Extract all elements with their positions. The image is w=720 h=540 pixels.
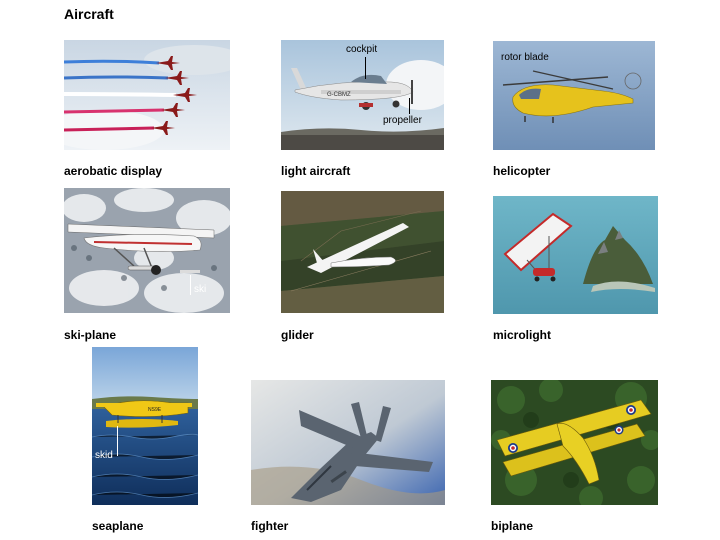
fighter-photo [251,380,445,505]
leader-line-cockpit [365,57,366,79]
caption-biplane: biplane [491,519,534,533]
svg-text:NS9E: NS9E [148,407,162,413]
svg-text:G-CBMZ: G-CBMZ [327,92,351,98]
callout-cockpit: cockpit [346,44,378,55]
caption-glider: glider [281,328,314,342]
leader-line-ski [190,275,191,295]
caption-aerobatic-display: aerobatic display [64,164,163,178]
caption-ski-plane: ski-plane [64,328,117,342]
light-aircraft-photo: G-CBMZ [281,40,444,150]
glider-photo [281,191,444,313]
callout-propeller: propeller [383,115,422,126]
caption-fighter: fighter [251,519,289,533]
caption-light-aircraft: light aircraft [281,164,351,178]
seaplane-photo: NS9E [92,347,198,505]
caption-helicopter: helicopter [493,164,551,178]
callout-ski: ski [194,284,207,295]
leader-line-propeller [409,98,410,114]
page-title: Aircraft [64,6,114,22]
helicopter-photo [493,41,655,150]
aerobatic-display-photo [64,40,230,150]
callout-skid: skid [95,450,113,461]
callout-rotor-blade: rotor blade [501,52,549,63]
microlight-photo [493,196,658,314]
ski-plane-photo [64,188,230,313]
leader-line-skid [117,426,118,456]
caption-microlight: microlight [493,328,552,342]
biplane-photo [491,380,658,505]
caption-seaplane: seaplane [92,519,144,533]
